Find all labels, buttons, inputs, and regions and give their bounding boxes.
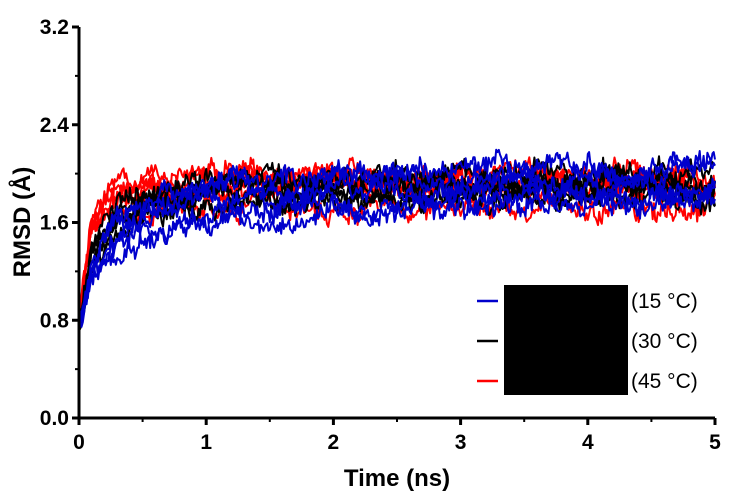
trace-layer	[78, 148, 716, 332]
series-line-0-run-2	[78, 179, 716, 329]
y-tick-label: 1.6	[40, 212, 69, 235]
redaction-box	[504, 285, 628, 395]
legend-label: (45 °C)	[631, 370, 698, 393]
x-tick-label: 4	[582, 431, 594, 454]
series-line-0-run-1	[78, 188, 716, 323]
y-tick-label: 0.0	[40, 407, 69, 430]
x-tick-label: 5	[709, 431, 721, 454]
y-tick-label: 2.4	[40, 114, 70, 137]
legend-label: (15 °C)	[631, 290, 698, 313]
y-tick-label: 0.8	[40, 309, 70, 332]
y-tick-label: 3.2	[40, 16, 69, 39]
x-tick-label: 0	[73, 431, 85, 454]
x-tick-label: 2	[328, 431, 340, 454]
legend: (15 °C) (30 °C) (45 °C)	[477, 285, 698, 395]
x-axis-title: Time (ns)	[344, 465, 450, 492]
series-line-0-run-4	[78, 148, 716, 329]
x-tick-label: 3	[455, 431, 467, 454]
axes: 0.0 0.8 1.6 2.4 3.2 0 1 2 3 4 5	[40, 16, 721, 454]
y-axis-title: RMSD (Å)	[8, 167, 36, 278]
x-tick-label: 1	[200, 431, 212, 454]
legend-label: (30 °C)	[631, 330, 698, 353]
